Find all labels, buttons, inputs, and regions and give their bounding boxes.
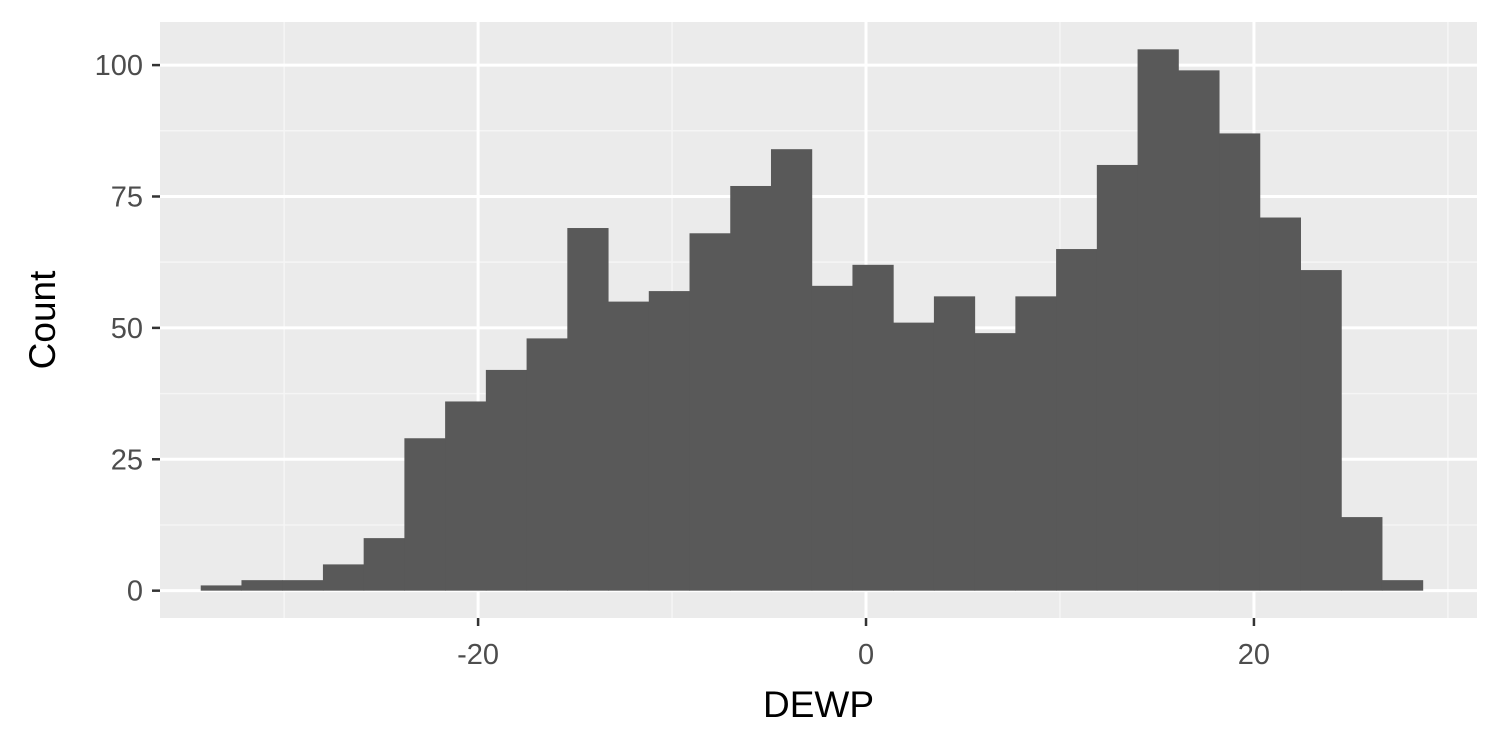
histogram-bar bbox=[445, 401, 487, 591]
x-tick-label: -20 bbox=[457, 639, 499, 671]
histogram-bars bbox=[200, 49, 1424, 591]
histogram-bar bbox=[811, 285, 853, 591]
y-tick-label: 50 bbox=[111, 313, 143, 345]
histogram-bar bbox=[933, 296, 976, 591]
histogram-bar bbox=[1300, 270, 1342, 591]
histogram-bar bbox=[893, 322, 935, 591]
x-axis-tick-labels: -20 0 20 bbox=[457, 639, 1270, 671]
histogram-bar bbox=[974, 333, 1016, 591]
histogram-bar bbox=[526, 338, 568, 591]
histogram-bar bbox=[1137, 49, 1179, 591]
y-tick-label: 0 bbox=[127, 576, 143, 608]
histogram-bar bbox=[608, 301, 650, 591]
x-axis-title: DEWP bbox=[763, 684, 874, 725]
histogram-bar bbox=[1381, 580, 1424, 591]
histogram-bar bbox=[1219, 133, 1261, 591]
histogram-bar bbox=[1056, 249, 1098, 591]
histogram-bar bbox=[404, 438, 446, 591]
histogram-bar bbox=[322, 564, 365, 591]
histogram-bar bbox=[485, 369, 528, 591]
histogram-bar bbox=[1178, 70, 1220, 591]
y-tick-label: 25 bbox=[111, 444, 143, 476]
histogram-bar bbox=[567, 228, 609, 591]
histogram-bar bbox=[770, 149, 813, 591]
x-tick-label: 0 bbox=[858, 639, 874, 671]
histogram-bar bbox=[1096, 164, 1139, 591]
y-tick-label: 75 bbox=[111, 181, 143, 213]
y-tick-label: 100 bbox=[95, 50, 143, 82]
histogram-bar bbox=[363, 538, 405, 591]
y-axis-tick-labels: 0 25 50 75 100 bbox=[95, 50, 143, 608]
y-axis-title: Count bbox=[22, 270, 63, 369]
x-tick-label: 20 bbox=[1238, 639, 1270, 671]
histogram-bar bbox=[241, 580, 283, 591]
histogram-bar bbox=[282, 580, 324, 591]
histogram-bar bbox=[1015, 296, 1057, 591]
histogram-bar bbox=[1259, 217, 1301, 591]
histogram-bar bbox=[1341, 517, 1383, 591]
histogram-bar bbox=[689, 233, 731, 591]
histogram-bar bbox=[200, 585, 242, 591]
histogram-bar bbox=[730, 185, 772, 591]
histogram-bar bbox=[852, 264, 894, 591]
axis-ticks bbox=[152, 63, 1256, 626]
histogram-bar bbox=[648, 291, 691, 591]
